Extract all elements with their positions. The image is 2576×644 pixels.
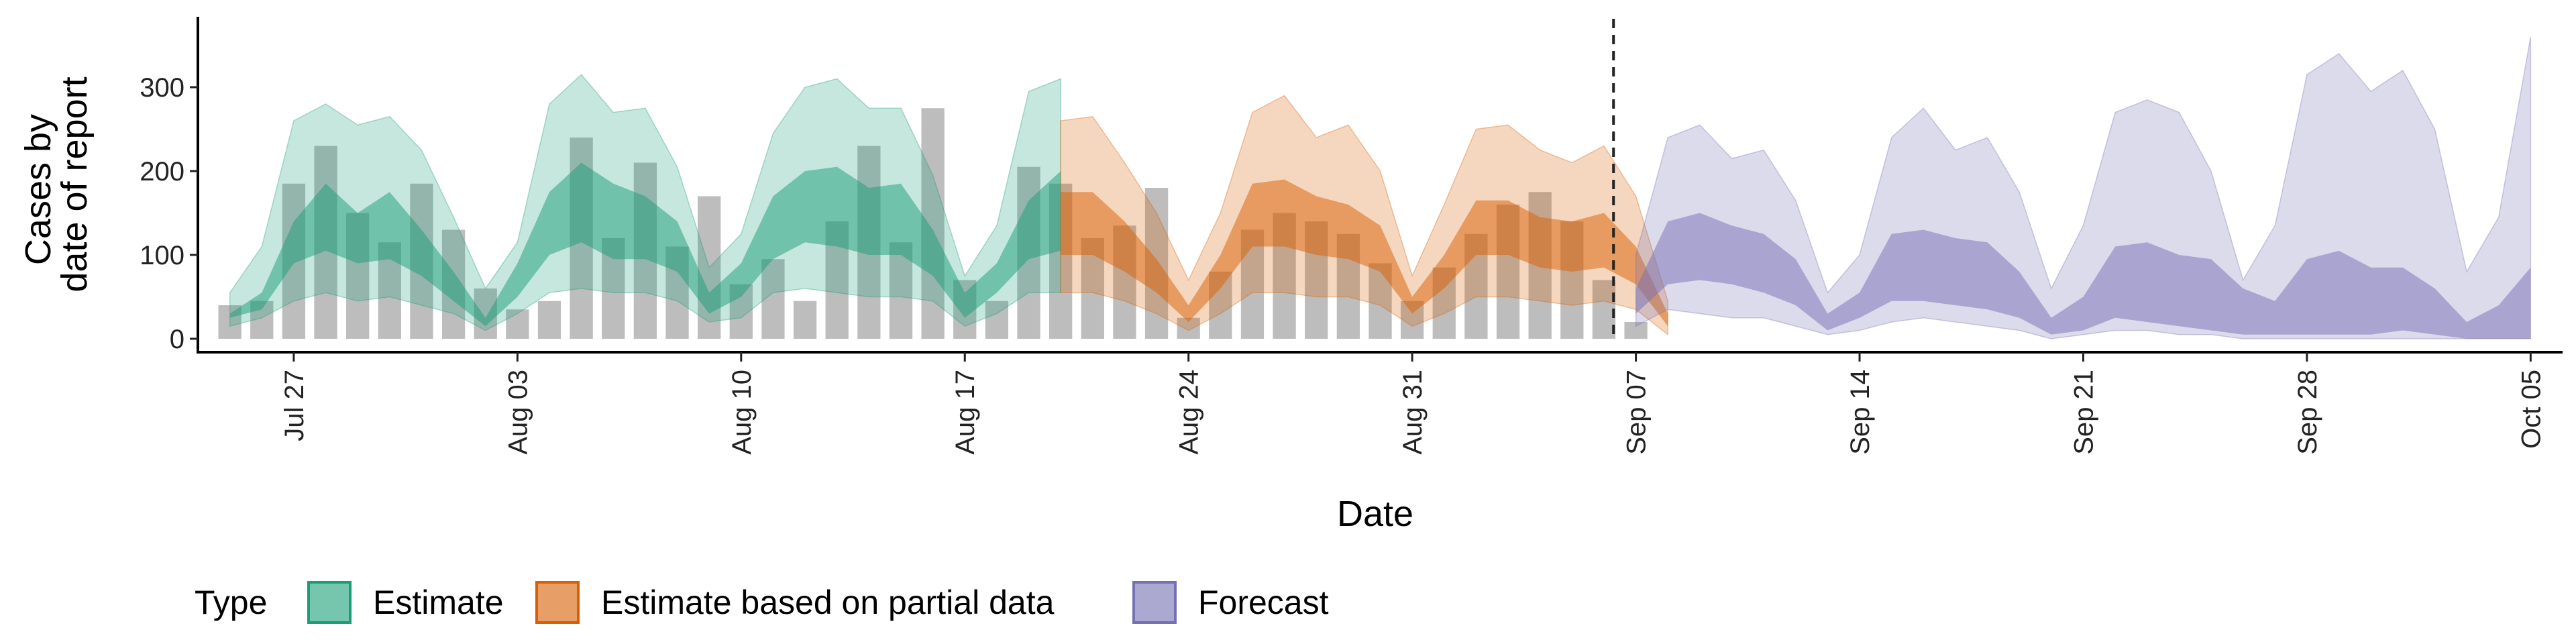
inner-ribbon: [1061, 179, 1668, 327]
x-axis-ticks: Jul 27 Aug 03 Aug 10 Aug 17 Aug 24 Aug 31 Sep …: [280, 352, 2546, 455]
observed-cases-bar: [1624, 322, 1648, 339]
legend-item: Estimate: [307, 581, 504, 624]
legend-swatch: [307, 581, 352, 624]
inner-ribbon: [229, 162, 1061, 327]
y-tick-label: 0: [170, 325, 184, 354]
x-tick-label: Aug 03: [503, 370, 533, 455]
ribbons: [229, 36, 2532, 339]
observed-cases-bar: [793, 301, 817, 339]
legend-label: Estimate: [373, 584, 504, 621]
observed-cases-bar: [761, 259, 785, 339]
series-estimate: [229, 74, 1061, 331]
y-tick-label: 100: [140, 241, 184, 270]
legend-label: Forecast: [1198, 584, 1329, 621]
x-tick-label: Jul 27: [280, 370, 309, 441]
x-tick-label: Oct 05: [2516, 370, 2546, 449]
observed-cases-bar: [506, 309, 529, 339]
series-estimate-based-on-partial-data: [1060, 95, 1668, 336]
x-tick-label: Sep 21: [2069, 370, 2098, 455]
observed-cases-bar: [698, 196, 721, 339]
y-axis-title-line-1: Cases by: [18, 114, 58, 265]
legend-swatch: [535, 581, 580, 624]
y-axis-title-line-2: date of report: [54, 76, 95, 292]
x-axis-title: Date: [1337, 494, 1413, 534]
legend-item: Estimate based on partial data: [535, 581, 1055, 624]
y-tick-label: 200: [140, 157, 184, 186]
inner-ribbon: [1635, 213, 2531, 339]
x-tick-label: Aug 31: [1398, 370, 1428, 455]
y-axis-title: Cases by date of report: [18, 76, 95, 292]
outer-ribbon: [1060, 95, 1668, 336]
observed-cases-bar: [985, 301, 1009, 339]
legend-item: Forecast: [1132, 581, 1329, 624]
legend-items: Estimate Estimate based on partial data Fo…: [307, 581, 1329, 624]
legend-label: Estimate based on partial data: [601, 584, 1055, 621]
legend-swatch: [1132, 581, 1177, 624]
y-axis-ticks: 0 100 200 300: [140, 73, 198, 354]
x-tick-label: Aug 10: [727, 370, 757, 455]
x-tick-label: Sep 28: [2293, 370, 2322, 455]
observed-cases-bar: [1592, 280, 1616, 339]
x-tick-label: Aug 17: [951, 370, 980, 455]
axes: [197, 17, 2563, 354]
x-tick-label: Sep 14: [1845, 370, 1875, 455]
x-tick-label: Aug 24: [1175, 370, 1204, 455]
x-tick-label: Sep 07: [1622, 370, 1652, 455]
y-tick-label: 300: [140, 73, 184, 103]
series-forecast: [1635, 36, 2532, 339]
observed-cases-bar: [537, 301, 561, 339]
legend: Type Estimate Estimate based on partial d…: [195, 581, 1329, 624]
legend-title: Type: [195, 584, 267, 621]
